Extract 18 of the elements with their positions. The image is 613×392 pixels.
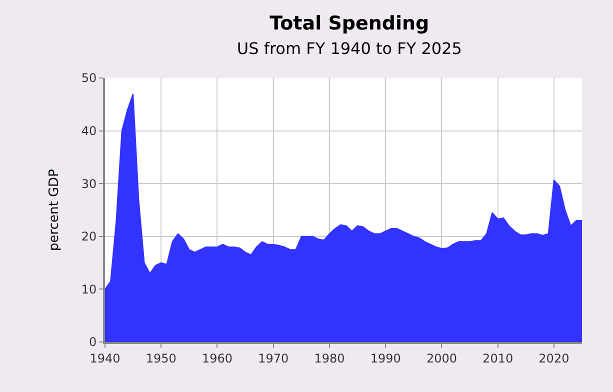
- chart-title: Total Spending: [270, 12, 430, 34]
- x-tick-label: 2020: [538, 351, 570, 366]
- x-tick-label: 1940: [90, 351, 120, 366]
- y-axis-title: percent GDP: [46, 168, 62, 251]
- y-tick-label: 40: [81, 124, 97, 138]
- x-tick-label: 2000: [426, 351, 457, 366]
- x-tick-label: 1960: [202, 351, 233, 366]
- y-tick-label: 30: [81, 176, 97, 191]
- chart-subtitle: US from FY 1940 to FY 2025: [236, 39, 462, 58]
- y-tick-label: 0: [88, 335, 97, 350]
- y-tick-label: 10: [81, 282, 97, 296]
- x-tick-label: 1990: [370, 351, 401, 366]
- x-tick-label: 2010: [482, 351, 514, 366]
- x-tick-label: 1980: [314, 351, 345, 366]
- x-tick-label: 1950: [146, 351, 176, 366]
- y-tick-label: 20: [81, 230, 97, 244]
- x-tick-label: 1970: [258, 351, 289, 366]
- y-tick-label: 50: [81, 71, 97, 86]
